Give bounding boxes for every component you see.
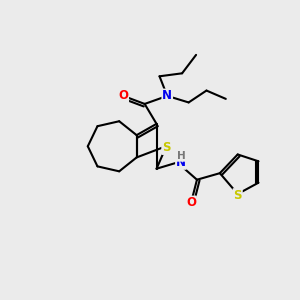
- Text: S: S: [162, 141, 171, 154]
- Text: N: N: [162, 89, 172, 102]
- Text: H: H: [176, 151, 185, 161]
- Text: O: O: [186, 196, 196, 209]
- Text: S: S: [233, 189, 242, 202]
- Text: O: O: [118, 89, 128, 102]
- Text: N: N: [176, 156, 186, 169]
